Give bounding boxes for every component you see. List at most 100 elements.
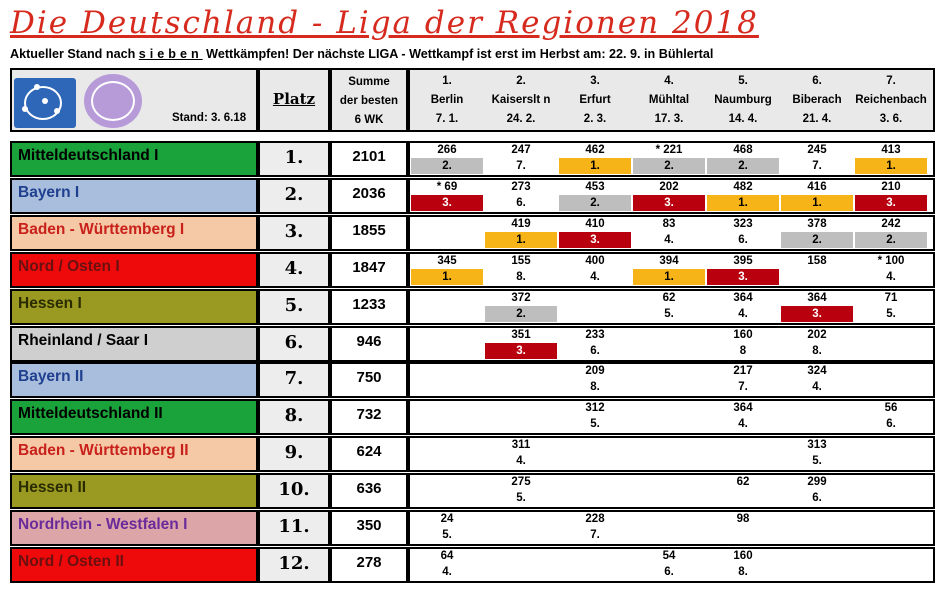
result-cell — [632, 362, 706, 398]
team-name: Rheinland / Saar I — [10, 326, 258, 362]
result-rank — [411, 343, 483, 359]
competition-date: 21. 4. — [802, 113, 832, 125]
result-rank: 5. — [590, 418, 600, 430]
result-points: 56 — [884, 402, 898, 414]
results-row — [408, 473, 935, 509]
result-points: 266 — [437, 144, 457, 156]
result-cell: 410 3. — [558, 215, 632, 251]
result-cell — [706, 436, 780, 472]
result-rank: 3. — [781, 306, 853, 322]
platz-value: 12. — [258, 547, 330, 583]
result-rank: 6. — [516, 197, 526, 209]
platz-header: Platz — [272, 90, 316, 108]
cup-logo — [84, 74, 142, 128]
result-cell — [410, 326, 484, 362]
result-cell: 202 3. — [632, 178, 706, 214]
competition-date: 17. 3. — [654, 113, 684, 125]
platz-value: 4. — [258, 252, 330, 288]
result-points: 24 — [440, 513, 454, 525]
result-points: 364 — [807, 292, 827, 304]
result-rank: 7. — [812, 160, 822, 172]
result-cell: 364 3. — [780, 289, 854, 325]
result-cell: 453 2. — [558, 178, 632, 214]
subtitle-before: Aktueller Stand nach — [10, 47, 139, 61]
result-rank: 6. — [886, 418, 896, 430]
competition-place: Erfurt — [579, 94, 611, 106]
result-cell: 299 6. — [780, 473, 854, 509]
summe-value: 2036 — [330, 178, 408, 214]
result-cell — [484, 510, 558, 546]
result-cell: 62 5. — [632, 289, 706, 325]
competition-place: Naumburg — [714, 94, 772, 106]
result-rank: 5. — [886, 308, 896, 320]
result-rank — [559, 453, 631, 469]
competition-date: 24. 2. — [506, 113, 536, 125]
result-points: 202 — [807, 329, 827, 341]
header-competitions-cell — [408, 68, 935, 132]
subtitle-after: Wettkämpfen! Der nächste LIGA - Wettkamp… — [202, 47, 714, 61]
network-node — [34, 84, 40, 90]
team-name: Nord / Osten I — [10, 252, 258, 288]
result-rank: 2. — [559, 195, 631, 211]
result-cell: 345 1. — [410, 252, 484, 288]
result-rank: 3. — [633, 195, 705, 211]
result-rank: 8. — [590, 381, 600, 393]
result-cell: 273 6. — [484, 178, 558, 214]
result-points: 400 — [585, 255, 605, 267]
result-cell: 62 — [706, 473, 780, 509]
result-points: 312 — [585, 402, 605, 414]
result-cell: 311 4. — [484, 436, 558, 472]
platz-value: 8. — [258, 399, 330, 435]
platz-value: 5. — [258, 289, 330, 325]
result-points: 372 — [511, 292, 531, 304]
result-cell: 413 1. — [854, 141, 928, 177]
result-points: 54 — [662, 550, 676, 562]
result-rank — [411, 490, 483, 506]
result-cell — [854, 473, 928, 509]
result-rank: 8 — [739, 345, 747, 357]
result-points: 419 — [511, 218, 531, 230]
platz-value: 1. — [258, 141, 330, 177]
result-rank: 5. — [442, 529, 452, 541]
result-points: 247 — [511, 144, 531, 156]
competition-date: 14. 4. — [728, 113, 758, 125]
competition-place: Reichenbach — [855, 94, 927, 106]
result-cell — [780, 399, 854, 435]
result-points: 313 — [807, 439, 827, 451]
result-cell: 245 7. — [780, 141, 854, 177]
result-cell — [854, 547, 928, 583]
result-rank — [855, 343, 927, 359]
competition-date: 3. 6. — [879, 113, 903, 125]
result-cell: 364 4. — [706, 399, 780, 435]
result-cell — [484, 547, 558, 583]
result-cell — [854, 436, 928, 472]
result-rank — [781, 564, 853, 580]
result-cell: 217 7. — [706, 362, 780, 398]
header-summe-cell — [330, 68, 408, 132]
result-cell: * 69 3. — [410, 178, 484, 214]
result-cell: 400 4. — [558, 252, 632, 288]
result-cell — [558, 436, 632, 472]
result-cell — [410, 399, 484, 435]
result-points: 217 — [733, 365, 753, 377]
result-cell — [484, 362, 558, 398]
result-rank: 4. — [590, 271, 600, 283]
result-cell: 64 4. — [410, 547, 484, 583]
result-cell — [558, 473, 632, 509]
result-cell — [410, 289, 484, 325]
result-rank — [411, 306, 483, 322]
result-points: 62 — [736, 476, 750, 488]
result-rank: 3. — [485, 343, 557, 359]
result-points: 242 — [881, 218, 901, 230]
result-rank: 4. — [886, 271, 896, 283]
result-rank: 8. — [812, 345, 822, 357]
result-points: 378 — [807, 218, 827, 230]
team-name: Bayern I — [10, 178, 258, 214]
result-points: 233 — [585, 329, 605, 341]
result-cell: 210 3. — [854, 178, 928, 214]
platz-value: 11. — [258, 510, 330, 546]
result-cell: 462 1. — [558, 141, 632, 177]
competition-num: 4. — [664, 75, 674, 87]
competition-num: 7. — [886, 75, 896, 87]
result-points: 160 — [733, 550, 753, 562]
